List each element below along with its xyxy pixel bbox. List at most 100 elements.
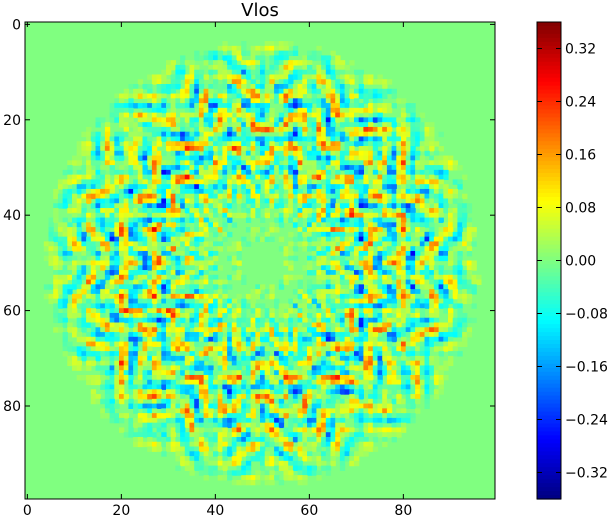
heatmap-cell xyxy=(156,341,162,347)
heatmap-cell xyxy=(142,279,148,285)
heatmap-cell xyxy=(391,169,397,176)
heatmap-cell xyxy=(95,160,101,166)
heatmap-cell xyxy=(128,293,134,300)
heatmap-cell xyxy=(236,394,242,400)
heatmap-cell xyxy=(363,88,369,95)
heatmap-cell xyxy=(128,270,134,276)
heatmap-cell xyxy=(203,303,209,309)
heatmap-cell xyxy=(358,408,364,414)
heatmap-cell xyxy=(222,41,228,47)
heatmap-cell xyxy=(292,136,299,142)
heatmap-cell xyxy=(433,165,440,171)
heatmap-cell xyxy=(255,308,261,314)
heatmap-cell xyxy=(307,312,313,319)
heatmap-cell xyxy=(255,60,261,66)
heatmap-cell xyxy=(255,150,261,157)
heatmap-cell xyxy=(335,212,341,219)
heatmap-cell xyxy=(227,351,233,357)
heatmap-cell xyxy=(325,274,332,281)
heatmap-cell xyxy=(166,174,172,181)
heatmap-cell xyxy=(86,284,92,290)
heatmap-cell xyxy=(170,174,176,181)
heatmap-cell xyxy=(264,336,270,343)
heatmap-cell xyxy=(283,50,289,56)
heatmap-cell xyxy=(147,279,153,285)
heatmap-cell xyxy=(245,188,252,195)
heatmap-cell xyxy=(119,227,125,233)
heatmap-cell xyxy=(194,255,200,262)
heatmap-cell xyxy=(236,165,242,171)
heatmap-cell xyxy=(53,312,59,319)
heatmap-cell xyxy=(137,355,144,362)
heatmap-cell xyxy=(81,365,87,371)
heatmap-cell xyxy=(241,160,247,166)
heatmap-cell xyxy=(349,351,355,357)
heatmap-cell xyxy=(297,222,303,228)
heatmap-cell xyxy=(429,188,435,195)
heatmap-cell xyxy=(170,222,176,228)
heatmap-cell xyxy=(462,274,468,281)
heatmap-cell xyxy=(151,355,158,362)
heatmap-cell xyxy=(123,117,129,123)
heatmap-cell xyxy=(321,346,327,352)
heatmap-cell xyxy=(161,198,167,204)
heatmap-cell xyxy=(208,198,214,204)
heatmap-cell xyxy=(344,193,350,200)
heatmap-cell xyxy=(86,165,92,171)
heatmap-cell xyxy=(198,260,205,266)
heatmap-cell xyxy=(133,222,139,228)
heatmap-cell xyxy=(396,322,402,328)
heatmap-cell xyxy=(67,255,73,262)
heatmap-cell xyxy=(90,212,97,219)
heatmap-cell xyxy=(415,346,421,352)
heatmap-cell xyxy=(372,308,379,314)
heatmap-cell xyxy=(297,103,303,109)
heatmap-cell xyxy=(147,374,153,381)
heatmap-cell xyxy=(123,160,129,166)
heatmap-cell xyxy=(377,165,383,171)
heatmap-cell xyxy=(448,284,454,290)
heatmap-cell xyxy=(466,270,473,276)
heatmap-cell xyxy=(128,160,134,166)
heatmap-cell xyxy=(368,298,374,305)
heatmap-cell xyxy=(363,74,369,80)
heatmap-cell xyxy=(368,270,374,276)
heatmap-cell xyxy=(147,184,153,190)
heatmap-cell xyxy=(133,231,139,238)
heatmap-cell xyxy=(119,169,125,176)
heatmap-cell xyxy=(137,117,144,123)
heatmap-cell xyxy=(311,284,317,290)
heatmap-cell xyxy=(283,346,289,352)
heatmap-cell xyxy=(189,141,195,147)
heatmap-cell xyxy=(194,374,200,381)
heatmap-cell xyxy=(100,351,106,357)
heatmap-cell xyxy=(222,93,228,99)
heatmap-cell xyxy=(457,227,463,233)
heatmap-cell xyxy=(180,198,186,204)
heatmap-cell xyxy=(274,160,280,166)
heatmap-cell xyxy=(203,146,209,152)
heatmap-cell xyxy=(72,188,78,195)
heatmap-cell xyxy=(231,79,238,85)
heatmap-cell xyxy=(156,165,162,171)
heatmap-cell xyxy=(377,117,383,123)
heatmap-cell xyxy=(189,303,195,309)
heatmap-cell xyxy=(166,212,172,219)
heatmap-cell xyxy=(405,131,411,138)
heatmap-cell xyxy=(438,146,444,152)
heatmap-cell xyxy=(316,341,322,347)
heatmap-cell xyxy=(147,160,153,166)
heatmap-cell xyxy=(175,322,181,328)
heatmap-cell xyxy=(302,231,308,238)
heatmap-cell xyxy=(86,379,92,386)
heatmap-cell xyxy=(137,274,144,281)
heatmap-cell xyxy=(372,136,379,142)
heatmap-cell xyxy=(170,394,176,400)
heatmap-cell xyxy=(288,64,294,71)
heatmap-cell xyxy=(255,160,261,166)
heatmap-cell xyxy=(377,384,383,390)
heatmap-cell xyxy=(325,241,332,247)
heatmap-cell xyxy=(161,74,167,80)
heatmap-cell xyxy=(194,69,200,76)
heatmap-cell xyxy=(448,236,454,243)
